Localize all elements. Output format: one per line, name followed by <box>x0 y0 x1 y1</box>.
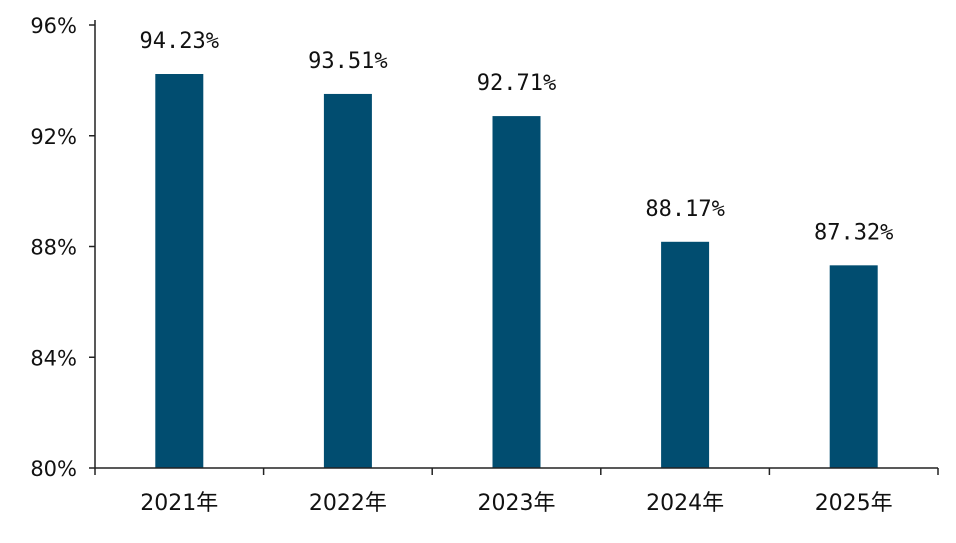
x-tick-label: 2022年 <box>309 491 387 516</box>
x-tick-label: 2024年 <box>646 491 724 516</box>
labels-group: 94.23% 2021年 93.51% 2022年 92.71% 2023年 88.17% 2… <box>30 14 893 516</box>
data-label: 93.51% <box>308 49 387 74</box>
bars-group <box>155 74 878 469</box>
y-tick-label: 92% <box>30 125 77 149</box>
y-tick-label: 80% <box>30 457 77 481</box>
bar-2024 <box>661 241 710 468</box>
y-tick-label: 84% <box>30 346 77 370</box>
bar-2023 <box>492 116 541 469</box>
bar-2022 <box>323 93 372 469</box>
data-label: 92.71% <box>477 71 556 96</box>
bar-2025 <box>829 265 878 468</box>
data-label: 94.23% <box>140 29 219 54</box>
x-tick-label: 2021年 <box>140 491 218 516</box>
y-tick-label: 96% <box>30 14 77 38</box>
bar-2021 <box>155 74 204 469</box>
axes-group <box>89 20 939 475</box>
data-label: 87.32% <box>814 220 893 245</box>
data-label: 88.17% <box>645 197 724 222</box>
y-tick-label: 88% <box>30 236 77 260</box>
x-tick-label: 2025年 <box>815 491 893 516</box>
x-tick-label: 2023年 <box>478 491 556 516</box>
